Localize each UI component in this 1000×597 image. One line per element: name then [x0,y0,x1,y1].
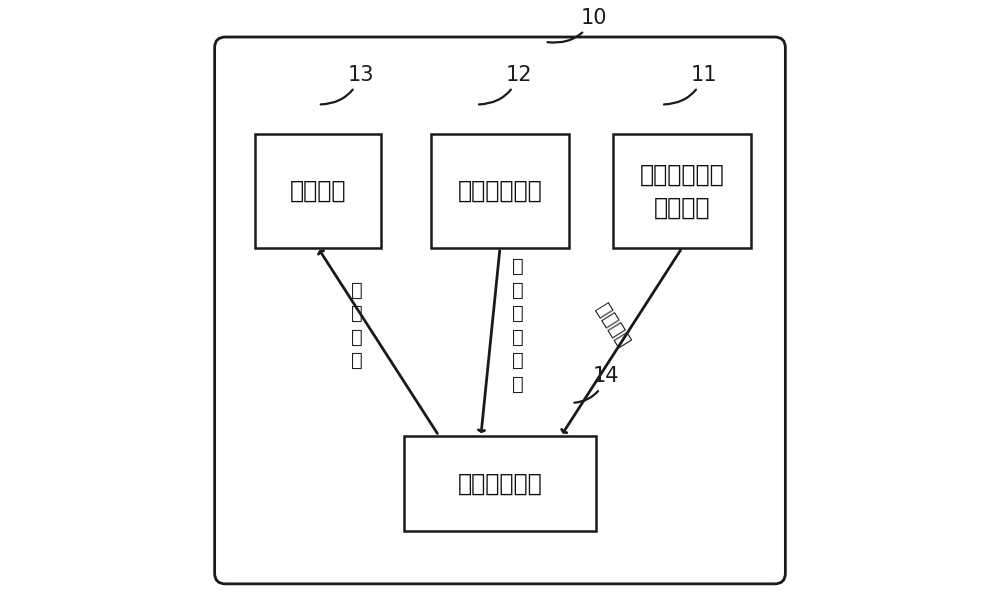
Text: 14: 14 [574,366,619,403]
Bar [613,134,751,248]
Text: 11: 11 [664,64,718,104]
Text: 报
站
信
息: 报 站 信 息 [351,281,363,370]
Text: 13: 13 [321,64,374,104]
Text: 站点判断模块: 站点判断模块 [458,472,542,496]
Bar [255,134,381,248]
Text: 路线数据: 路线数据 [592,300,633,350]
Text: 10: 10 [548,8,607,42]
Text: 车
辆
调
度
信
息: 车 辆 调 度 信 息 [512,257,524,393]
FancyBboxPatch shape [215,37,785,584]
Bar [431,134,569,248]
Text: 公交线路数据
存储模块: 公交线路数据 存储模块 [640,162,724,220]
Text: 缓存模块: 缓存模块 [290,179,346,203]
Text: 调度信息模块: 调度信息模块 [458,179,542,203]
Bar [404,436,596,531]
Text: 12: 12 [479,64,532,104]
